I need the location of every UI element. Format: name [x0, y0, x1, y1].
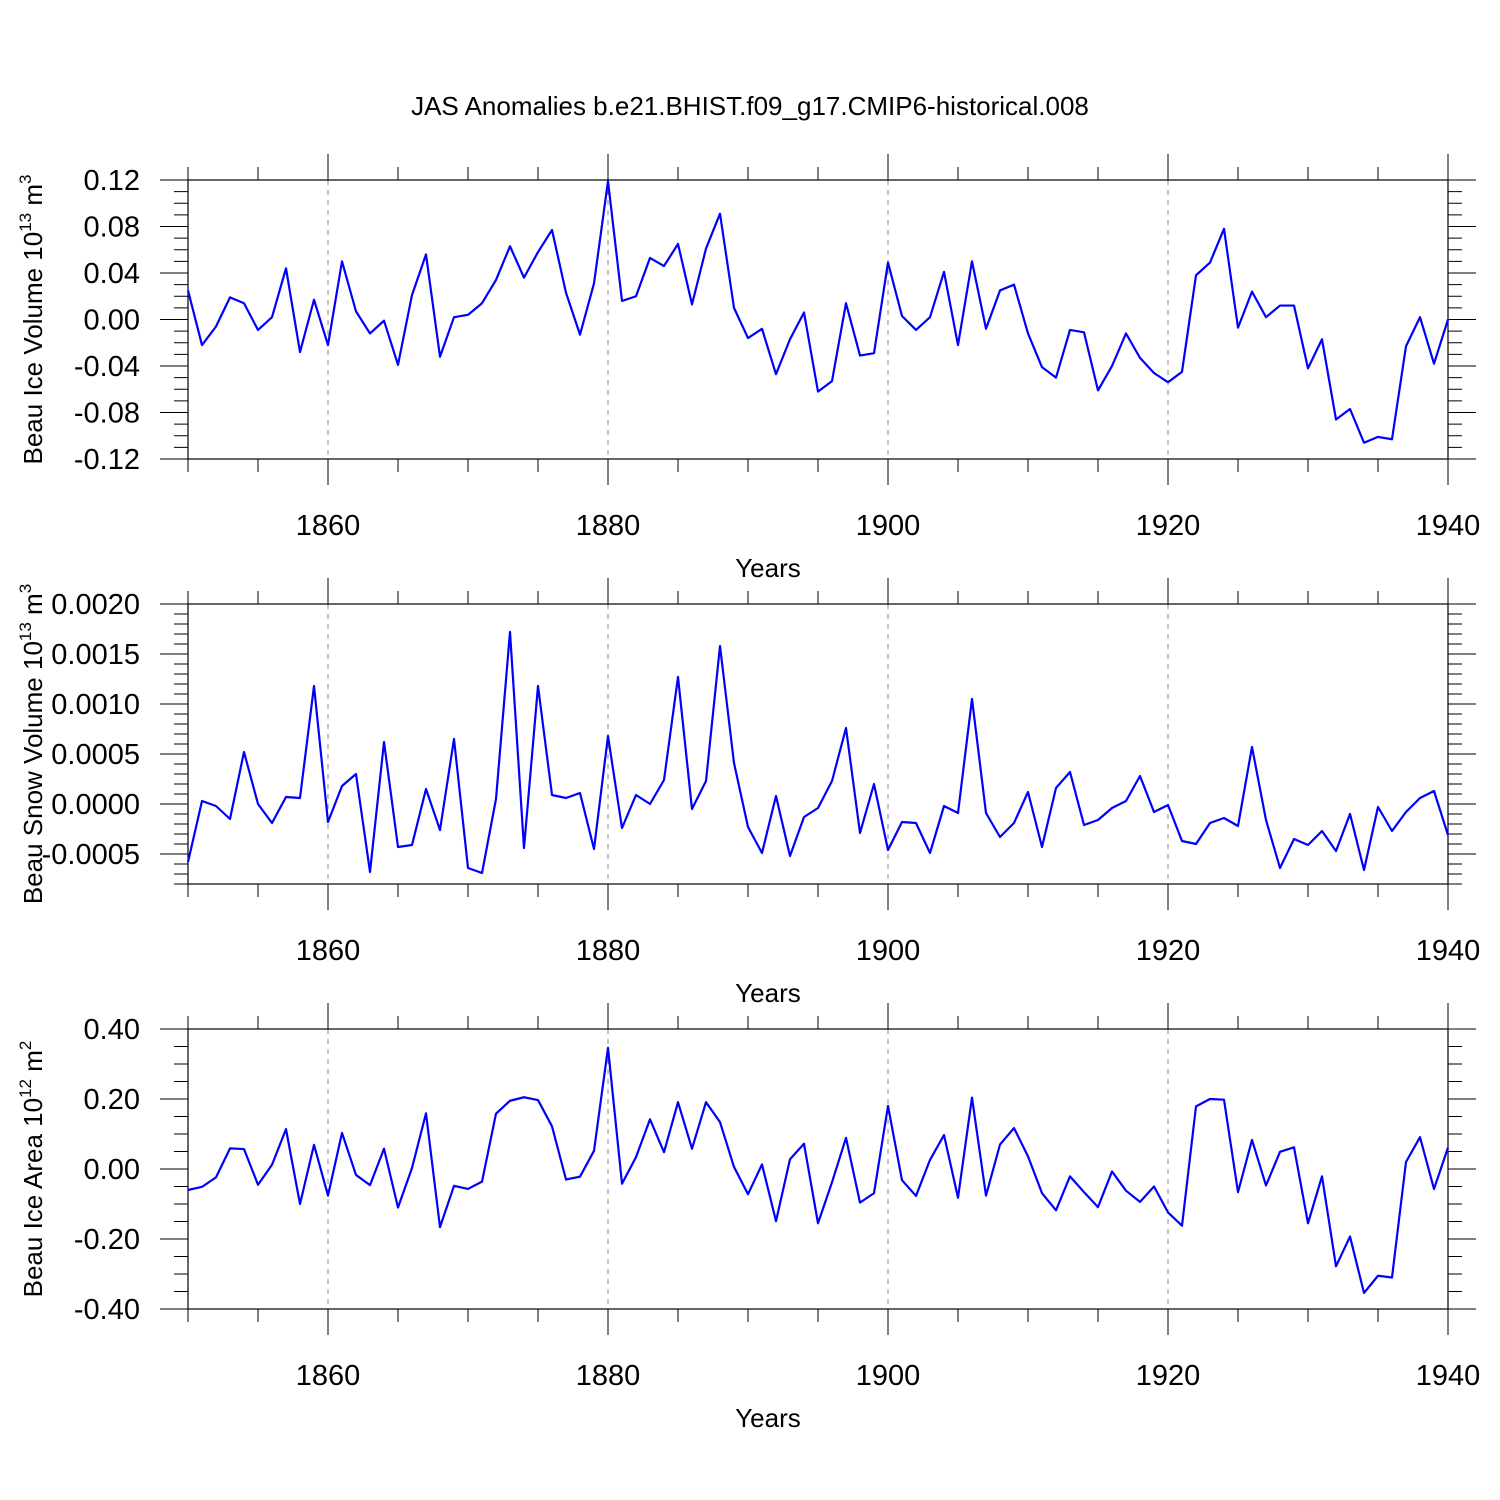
y-axis-label: Beau Ice Volume 1013 m3	[16, 175, 48, 465]
y-axis-label-part: m	[18, 593, 48, 622]
figure-title: JAS Anomalies b.e21.BHIST.f09_g17.CMIP6-…	[411, 91, 1089, 121]
xtick-label: 1880	[576, 1360, 641, 1392]
xtick-label: 1900	[856, 510, 921, 542]
ytick-label: 0.0005	[51, 739, 140, 771]
y-axis-label-part: 12	[16, 1079, 35, 1098]
ytick-label: 0.0000	[51, 789, 140, 821]
ytick-label: 0.08	[84, 212, 140, 244]
y-axis-label-part: m	[18, 1050, 48, 1079]
ytick-label: 0.04	[84, 258, 140, 290]
x-axis-label: Years	[735, 1403, 801, 1433]
xtick-label: 1860	[296, 510, 361, 542]
xtick-label: 1920	[1136, 935, 1201, 967]
panel-3: -0.40 -0.20 0.00 0.20 0.40 1860 1880 1900 1920 19…	[16, 1003, 1480, 1433]
xtick-label: 1940	[1416, 510, 1481, 542]
ytick-label: 0.12	[84, 165, 140, 197]
xtick-label: 1860	[296, 1360, 361, 1392]
xtick-label: 1920	[1136, 510, 1201, 542]
ytick-label: 0.0015	[51, 639, 140, 671]
y-axis-label-part: Beau Ice Area 10	[18, 1098, 48, 1297]
xtick-label: 1880	[576, 935, 641, 967]
xtick-label: 1900	[856, 935, 921, 967]
y-axis-label-part: 13	[16, 622, 35, 641]
xtick-label: 1900	[856, 1360, 921, 1392]
ytick-label: -0.40	[74, 1294, 140, 1326]
series-line-snow-volume	[186, 630, 1450, 875]
ytick-label: -0.20	[74, 1224, 140, 1256]
ytick-label: -0.08	[74, 398, 140, 430]
ytick-label: 0.0010	[51, 689, 140, 721]
ytick-label: 0.00	[84, 1154, 140, 1186]
ytick-label: -0.0005	[42, 839, 140, 871]
y-axis-label: Beau Ice Area 1012 m2	[16, 1041, 48, 1298]
plot-frame	[187, 179, 1449, 460]
x-axis-label: Years	[735, 978, 801, 1008]
ytick-label: 0.40	[84, 1014, 140, 1046]
xtick-label: 1940	[1416, 935, 1481, 967]
y-axis-label-part: Beau Snow Volume 10	[18, 641, 48, 904]
xtick-label: 1880	[576, 510, 641, 542]
panel-1: -0.12 -0.08 -0.04 0.00 0.04 0.08 0.12 1860 1880 1…	[16, 154, 1480, 583]
panels: -0.12 -0.08 -0.04 0.00 0.04 0.08 0.12 1860 1880 1…	[16, 154, 1480, 1433]
ytick-label: -0.04	[74, 351, 140, 383]
y-axis-label-part: 2	[16, 1041, 35, 1050]
plot-frame	[187, 603, 1449, 885]
xtick-label: 1940	[1416, 1360, 1481, 1392]
xtick-label: 1860	[296, 935, 361, 967]
series-line-ice-volume	[186, 180, 1450, 444]
series-line-ice-area	[187, 1046, 1450, 1295]
y-axis-label-part: Beau Ice Volume 10	[18, 232, 48, 465]
x-axis-label: Years	[735, 553, 801, 583]
xtick-label: 1920	[1136, 1360, 1201, 1392]
y-axis-label-part: 3	[16, 584, 35, 593]
y-axis-label-part: m	[18, 184, 48, 213]
ytick-label: 0.0020	[51, 589, 140, 621]
y-axis-label-part: 3	[16, 175, 35, 184]
y-axis-label-part: 13	[16, 213, 35, 232]
ytick-label: -0.12	[74, 444, 140, 476]
panel-2: -0.0005 0.0000 0.0005 0.0010 0.0015 0.0020 186…	[16, 578, 1480, 1008]
ytick-label: 0.00	[84, 305, 140, 337]
ytick-label: 0.20	[84, 1084, 140, 1116]
y-axis-label: Beau Snow Volume 1013 m3	[16, 584, 48, 904]
